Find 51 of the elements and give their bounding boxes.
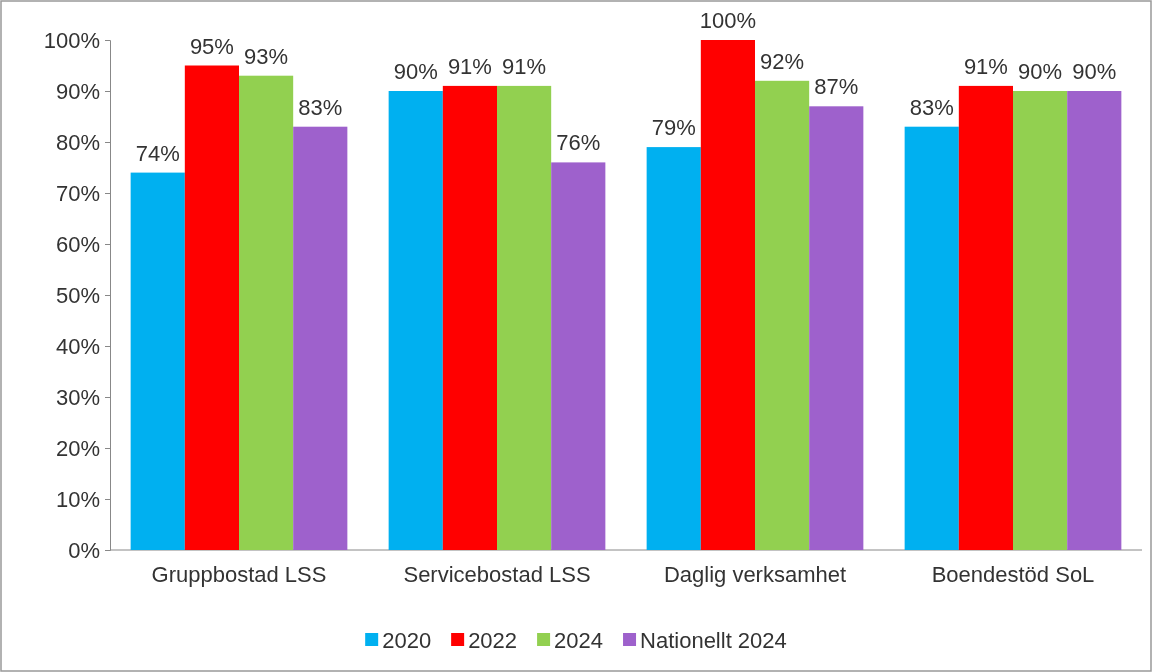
data-label: 90% (1018, 59, 1063, 84)
data-label: 93% (244, 43, 289, 69)
data-label: 90% (393, 59, 438, 84)
bar (1013, 91, 1068, 550)
data-label: 83% (298, 94, 343, 120)
y-tick-label: 0% (68, 537, 100, 563)
bar (646, 147, 701, 550)
bar (958, 85, 1013, 550)
bar (700, 40, 755, 550)
bar (184, 65, 239, 550)
data-label: 74% (135, 140, 180, 166)
x-tick-label: Servicebostad LSS (403, 561, 591, 587)
data-label: 79% (651, 115, 696, 141)
data-label: 92% (760, 48, 805, 74)
data-label: 95% (189, 33, 234, 59)
bar (388, 91, 443, 550)
y-tick-label: 40% (55, 333, 100, 359)
x-tick-label: Boendestöd SoL (931, 561, 1095, 587)
y-tick-label: 30% (55, 384, 100, 410)
bar (130, 172, 185, 550)
y-tick-label: 50% (55, 282, 100, 308)
bar (497, 85, 552, 550)
y-tick-label: 80% (55, 129, 100, 155)
y-tick-label: 10% (55, 486, 100, 512)
bar (239, 75, 294, 550)
legend-label: 2022 (468, 628, 518, 653)
bar (904, 126, 959, 550)
data-label: 91% (963, 53, 1008, 79)
bar (442, 85, 497, 550)
legend-label: 2024 (554, 628, 604, 653)
data-label: 76% (556, 130, 601, 156)
bar (293, 126, 348, 550)
x-tick-label: Gruppbostad LSS (151, 561, 327, 587)
data-label: 91% (502, 53, 547, 79)
y-tick-label: 60% (55, 231, 100, 257)
y-tick-label: 20% (55, 435, 100, 461)
data-label: 90% (1072, 59, 1117, 84)
x-tick-label: Daglig verksamhet (663, 561, 847, 587)
bar (755, 80, 810, 550)
bar (1067, 91, 1122, 550)
bar (551, 162, 606, 550)
data-label: 87% (814, 74, 859, 100)
legend-label: 2020 (382, 628, 432, 653)
data-label: 91% (447, 53, 492, 79)
legend-label: Nationellt 2024 (640, 628, 787, 653)
bar (809, 106, 864, 550)
y-tick-label: 70% (55, 180, 100, 206)
data-label: 83% (909, 94, 954, 120)
data-label: 100% (699, 8, 757, 33)
y-tick-label: 100% (43, 27, 100, 53)
y-tick-label: 90% (55, 78, 100, 104)
